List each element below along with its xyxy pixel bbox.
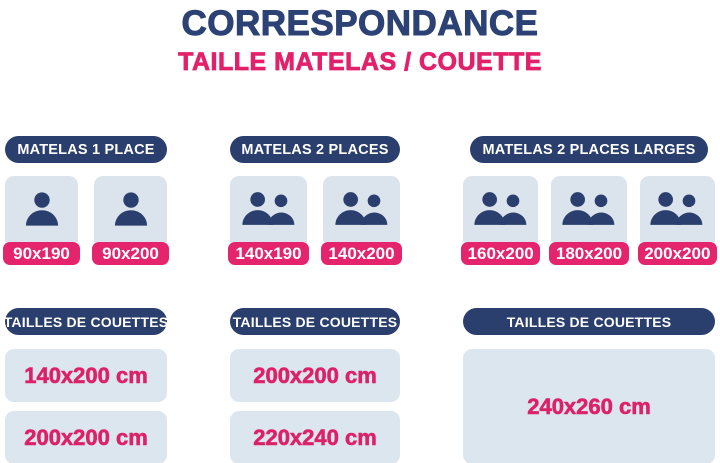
mattress-size-label: 90x190 (3, 242, 80, 265)
duvet-size-boxes: 200x200 cm 220x240 cm (230, 349, 400, 463)
duvet-size-boxes: 240x260 cm (463, 349, 715, 463)
column-matelas-1-place: MATELAS 1 PLACE 90x190 90x200 TAILLES DE… (3, 136, 169, 463)
column-matelas-2-places-larges: MATELAS 2 PLACES LARGES 160x200 180x200 (461, 136, 717, 463)
duvet-size-boxes: 140x200 cm 200x200 cm (5, 349, 167, 463)
duvet-size-box: 240x260 cm (463, 349, 715, 463)
mattress-card: 140x200 (321, 176, 402, 265)
two-persons-icon (650, 191, 703, 225)
mattress-card-illustration (551, 176, 627, 242)
mattress-size-label: 180x200 (549, 242, 629, 265)
mattress-card: 90x200 (92, 176, 169, 265)
mattress-card-illustration (230, 176, 307, 242)
person-icon (25, 191, 58, 226)
mattress-cards: 160x200 180x200 200x200 (461, 176, 717, 265)
person-icon (114, 191, 147, 226)
mattress-card-illustration (94, 176, 167, 242)
mattress-category-badge: MATELAS 1 PLACE (5, 136, 167, 163)
mattress-size-label: 160x200 (461, 242, 541, 265)
duvet-size-box: 140x200 cm (5, 349, 167, 402)
two-persons-icon (473, 191, 526, 225)
mattress-card: 200x200 (637, 176, 717, 265)
mattress-category-badge: MATELAS 2 PLACES LARGES (470, 136, 708, 163)
mattress-card: 140x190 (228, 176, 309, 265)
duvet-size-box: 200x200 cm (5, 411, 167, 463)
two-persons-icon (562, 191, 615, 225)
mattress-size-label: 140x200 (321, 242, 402, 265)
duvet-size-box: 200x200 cm (230, 349, 400, 402)
page-title: CORRESPONDANCE (181, 4, 539, 44)
mattress-card: 180x200 (549, 176, 629, 265)
page-subtitle: TAILLE MATELAS / COUETTE (178, 48, 542, 77)
mattress-category-badge: MATELAS 2 PLACES (230, 136, 400, 163)
mattress-card-illustration (5, 176, 78, 242)
duvet-sizes-header: TAILLES DE COUETTES (463, 308, 715, 335)
mattress-card: 160x200 (461, 176, 541, 265)
mattress-size-label: 140x190 (228, 242, 309, 265)
mattress-cards: 90x190 90x200 (3, 176, 169, 265)
columns-row: MATELAS 1 PLACE 90x190 90x200 TAILLES DE… (3, 136, 717, 463)
mattress-card-illustration (323, 176, 400, 242)
mattress-card-illustration (639, 176, 715, 242)
mattress-cards: 140x190 140x200 (228, 176, 402, 265)
mattress-card: 90x190 (3, 176, 80, 265)
two-persons-icon (334, 191, 387, 225)
mattress-size-label: 90x200 (92, 242, 169, 265)
column-matelas-2-places: MATELAS 2 PLACES 140x190 140x200 TAILLES… (228, 136, 402, 463)
duvet-sizes-header: TAILLES DE COUETTES (230, 308, 400, 335)
duvet-sizes-header: TAILLES DE COUETTES (4, 308, 168, 335)
mattress-card-illustration (463, 176, 539, 242)
mattress-size-label: 200x200 (637, 242, 717, 265)
two-persons-icon (241, 191, 294, 225)
duvet-size-box: 220x240 cm (230, 411, 400, 463)
